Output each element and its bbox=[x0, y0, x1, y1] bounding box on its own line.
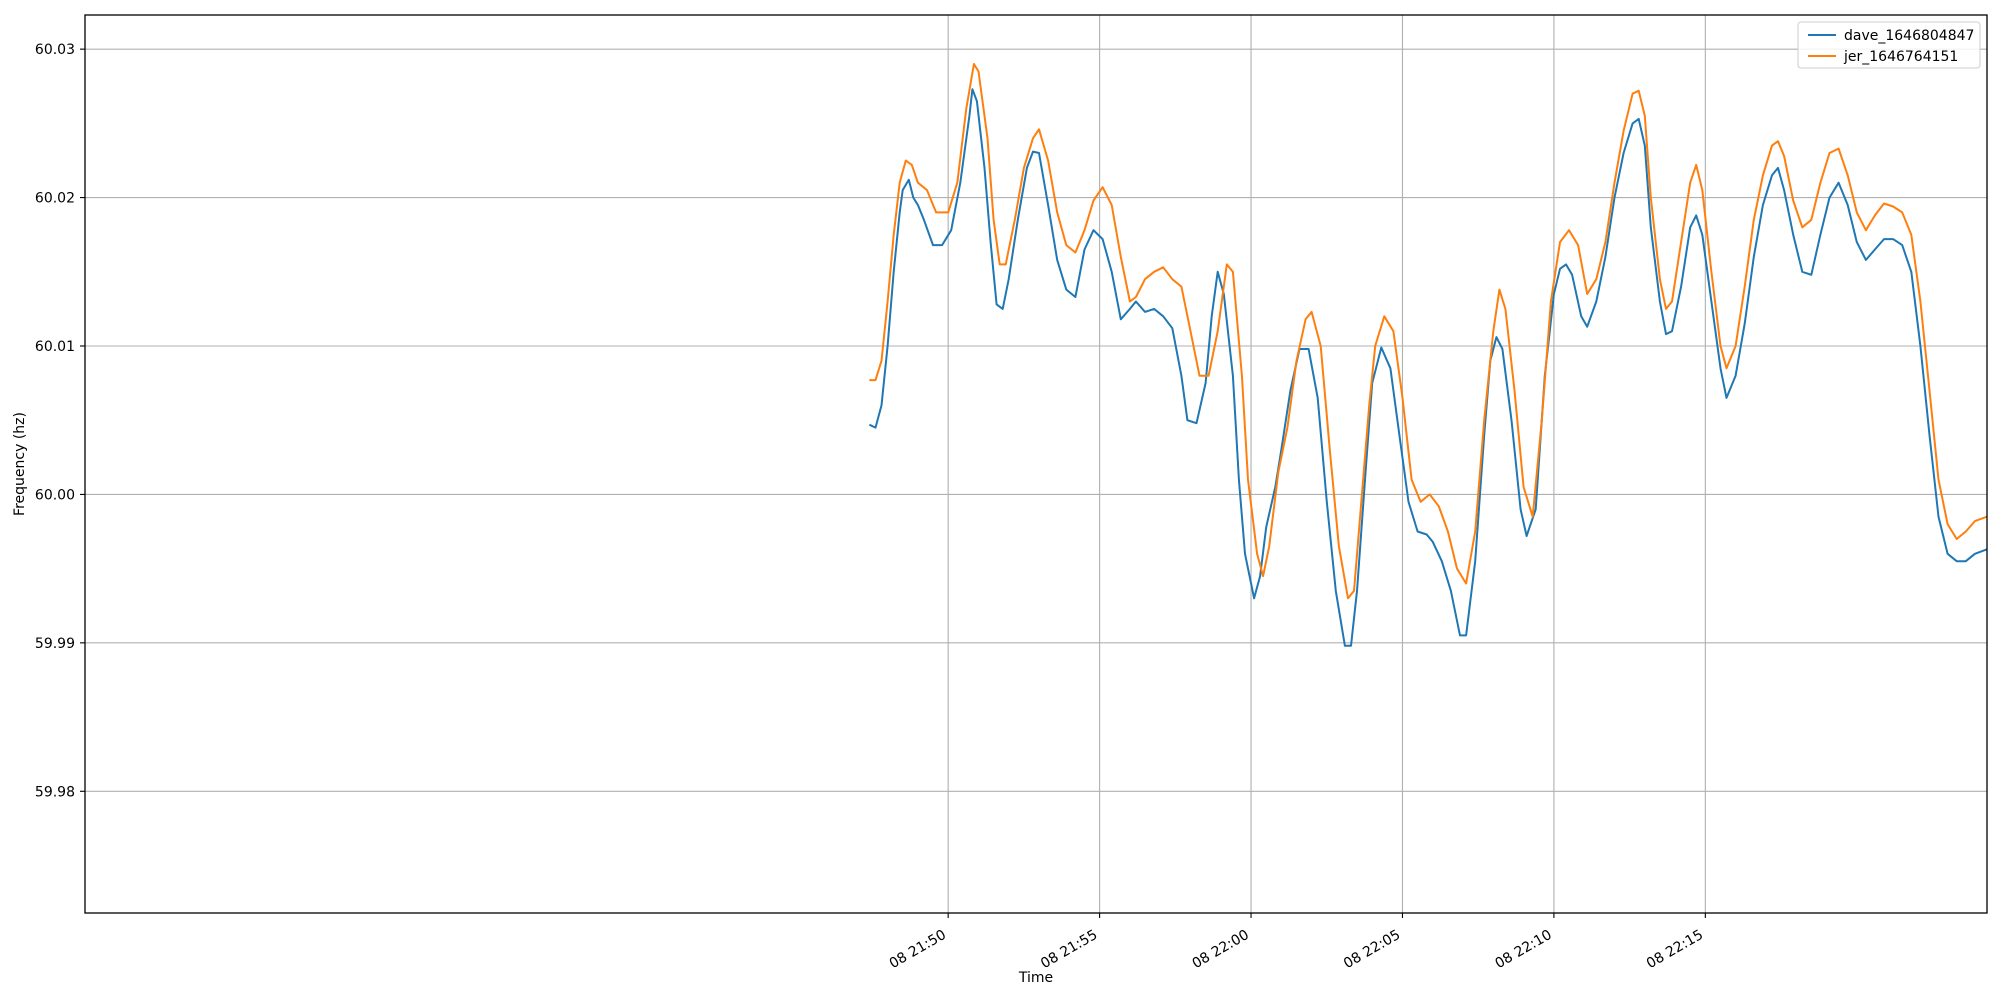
x-axis-label: Time bbox=[1018, 970, 1053, 986]
y-tick-label: 59.99 bbox=[35, 636, 75, 652]
y-tick-label: 60.00 bbox=[35, 487, 75, 503]
grid bbox=[85, 15, 1987, 913]
y-tick-label: 60.02 bbox=[35, 191, 75, 207]
series-line-dave bbox=[868, 88, 1988, 647]
series-line-jer bbox=[869, 63, 1988, 600]
y-tick-label: 60.03 bbox=[35, 42, 75, 58]
legend-box bbox=[1797, 21, 1981, 69]
y-axis: 59.98 59.99 60.00 60.01 60.02 60.03 bbox=[35, 42, 85, 800]
legend: dave_1646804847 jer_1646764151 bbox=[1797, 21, 1981, 69]
y-axis-label: Frequency (hz) bbox=[12, 412, 28, 516]
y-tick-label: 59.98 bbox=[35, 784, 75, 800]
legend-label-dave: dave_1646804847 bbox=[1844, 28, 1974, 44]
legend-label-jer: jer_1646764151 bbox=[1843, 49, 1958, 65]
plot-frame bbox=[84, 14, 1988, 914]
y-tick-label: 60.01 bbox=[35, 339, 75, 355]
plot-series bbox=[868, 63, 1988, 647]
